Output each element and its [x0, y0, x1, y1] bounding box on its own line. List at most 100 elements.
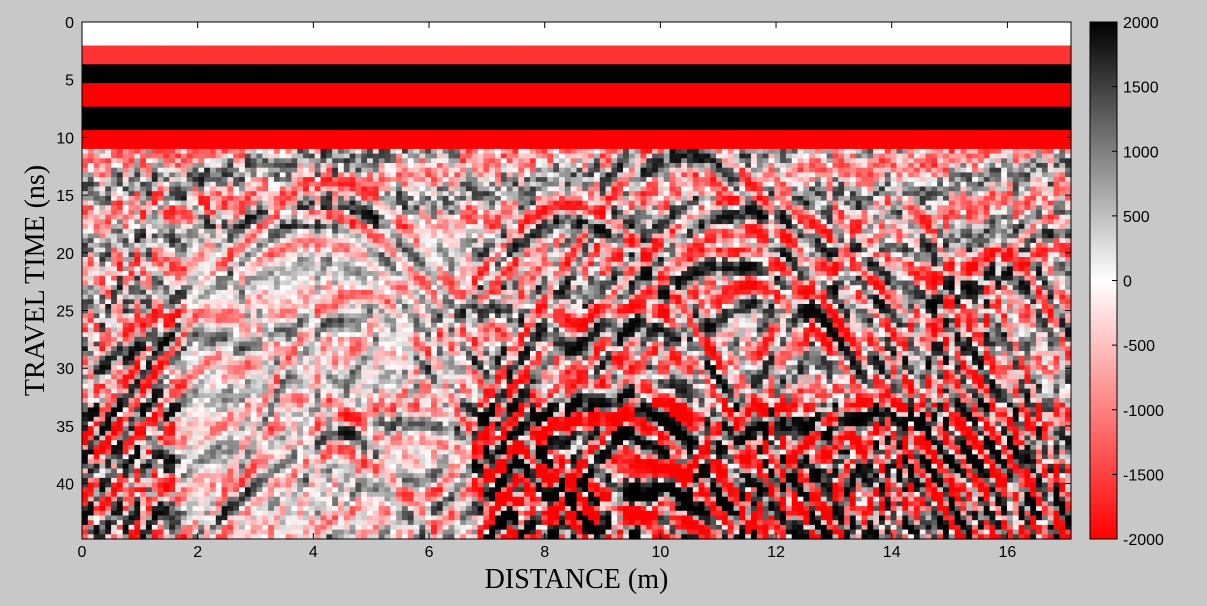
heat-cell: [175, 468, 182, 474]
heat-cell: [209, 379, 217, 385]
heat-cell: [151, 454, 159, 460]
heat-cell: [320, 506, 327, 512]
heat-cell: [209, 271, 217, 277]
heat-cell: [337, 449, 345, 455]
heat-cell: [186, 266, 194, 272]
heat-cell: [291, 195, 298, 202]
heat-cell: [279, 167, 287, 173]
heat-cell: [244, 355, 252, 361]
heat-cell: [134, 383, 141, 390]
heat-cell: [105, 130, 112, 136]
heat-cell: [87, 64, 95, 70]
heat-cell: [111, 120, 118, 126]
heat-cell: [244, 181, 252, 188]
heat-cell: [215, 412, 223, 418]
heat-cell: [250, 299, 258, 305]
heat-cell: [209, 252, 217, 258]
heat-cell: [239, 26, 246, 32]
heat-cell: [116, 153, 124, 159]
heat-cell: [93, 416, 101, 423]
heat-cell: [111, 186, 118, 192]
heat-cell: [233, 360, 240, 366]
heat-cell: [332, 496, 339, 502]
heat-cell: [163, 167, 170, 173]
heat-cell: [151, 59, 159, 65]
heat-cell: [192, 242, 199, 249]
heat-cell: [256, 83, 263, 89]
heat-cell: [291, 313, 298, 319]
heat-cell: [175, 252, 182, 258]
heat-cell: [163, 31, 170, 37]
heat-cell: [93, 482, 101, 488]
heat-cell: [82, 257, 89, 263]
heat-cell: [256, 510, 263, 517]
heat-cell: [268, 477, 275, 484]
heat-cell: [140, 69, 147, 75]
heat-cell: [308, 261, 316, 267]
heat-cell: [233, 266, 240, 272]
heat-cell: [332, 445, 339, 451]
heat-cell: [279, 374, 287, 380]
heat-cell: [175, 322, 182, 329]
heat-cell: [134, 304, 141, 310]
heat-cell: [105, 242, 112, 249]
heat-cell: [186, 242, 194, 249]
heat-cell: [145, 351, 153, 357]
heat-cell: [163, 454, 170, 460]
heat-cell: [233, 163, 240, 169]
heat-cell: [239, 120, 246, 126]
heat-cell: [279, 22, 287, 28]
heat-cell: [273, 435, 281, 441]
heat-cell: [303, 534, 310, 540]
heat-cell: [169, 477, 176, 484]
heat-cell: [87, 332, 95, 338]
heat-cell: [87, 520, 95, 526]
heat-cell: [204, 515, 211, 521]
heat-cell: [227, 163, 234, 169]
heat-cell: [291, 322, 298, 329]
heat-cell: [320, 261, 327, 267]
heat-cell: [192, 247, 199, 253]
heat-cell: [198, 167, 205, 173]
heat-cell: [239, 158, 246, 164]
heat-cell: [105, 426, 112, 432]
heat-cell: [250, 308, 258, 314]
heat-cell: [326, 247, 333, 253]
heat-cell: [250, 219, 258, 225]
heat-cell: [128, 374, 135, 380]
heat-cell: [332, 524, 339, 531]
heat-cell: [99, 308, 106, 314]
heat-cell: [87, 69, 95, 75]
heat-cell: [233, 308, 240, 314]
heat-cell: [140, 473, 147, 479]
heat-cell: [303, 186, 310, 192]
heat-cell: [105, 506, 112, 512]
heat-cell: [134, 426, 141, 432]
heat-cell: [105, 402, 112, 408]
heat-cell: [163, 54, 170, 61]
heat-cell: [209, 69, 217, 75]
heat-cell: [192, 139, 199, 145]
heat-cell: [105, 327, 112, 333]
heat-cell: [308, 134, 316, 141]
heat-cell: [262, 355, 269, 361]
heat-cell: [303, 78, 310, 84]
heat-cell: [268, 360, 275, 366]
heat-cell: [221, 26, 229, 32]
heat-cell: [291, 402, 298, 408]
heat-cell: [343, 101, 351, 108]
heat-cell: [157, 40, 165, 47]
heat-cell: [332, 106, 339, 112]
heat-cell: [192, 36, 199, 42]
heat-cell: [122, 134, 130, 141]
heat-cell: [326, 496, 333, 502]
heat-cell: [180, 116, 188, 122]
heat-cell: [99, 412, 106, 418]
heat-cell: [221, 449, 229, 455]
heat-cell: [111, 454, 118, 460]
heat-cell: [250, 224, 258, 230]
heat-cell: [279, 524, 287, 531]
heat-cell: [332, 214, 339, 220]
heat-cell: [198, 369, 205, 376]
heat-cell: [239, 106, 246, 112]
